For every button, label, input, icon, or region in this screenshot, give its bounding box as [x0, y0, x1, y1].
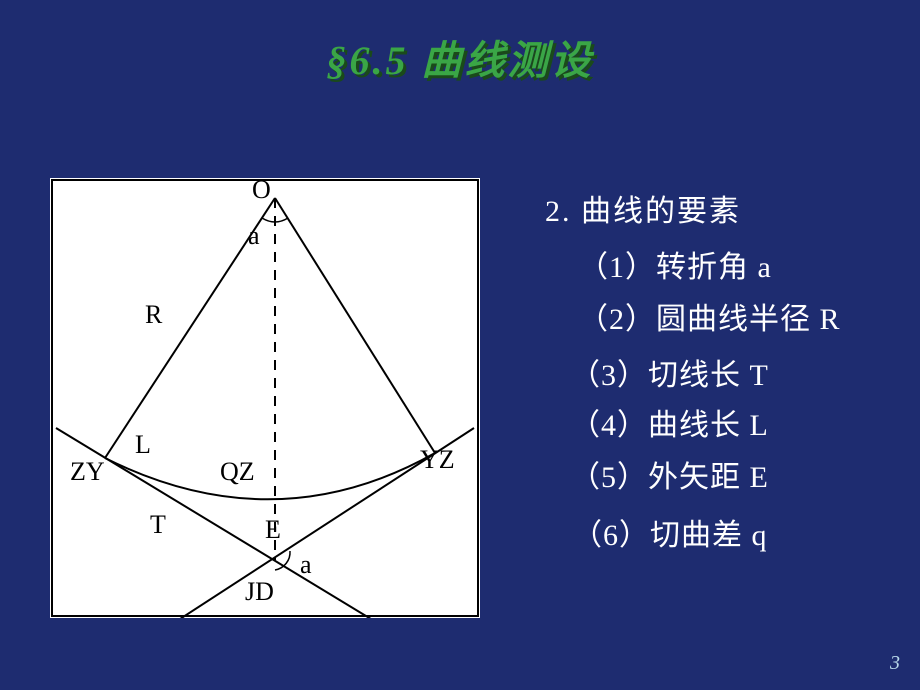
item-2: （2）圆曲线半径 R: [578, 294, 841, 338]
label-L: L: [135, 430, 151, 459]
item-1: （1）转折角 a: [578, 242, 772, 286]
diagram-svg: O a R L ZY QZ YZ T E a JD: [50, 178, 480, 618]
item-5: （5）外矢距 E: [570, 452, 769, 496]
label-E: E: [265, 515, 281, 544]
label-a-bot: a: [300, 550, 312, 579]
item-3: （3）切线长 T: [570, 350, 769, 394]
slide-title: §6.5 曲线测设: [0, 28, 920, 86]
item-6: （6）切曲差 q: [572, 510, 768, 554]
label-a-top: a: [248, 221, 260, 250]
curve-diagram: O a R L ZY QZ YZ T E a JD: [50, 178, 480, 618]
page-number: 3: [890, 652, 900, 675]
label-ZY: ZY: [70, 457, 105, 486]
label-T: T: [150, 510, 166, 539]
label-R: R: [145, 300, 163, 329]
label-O: O: [252, 178, 271, 204]
label-QZ: QZ: [220, 457, 255, 486]
list-heading: 2. 曲线的要素: [545, 186, 741, 230]
label-JD: JD: [245, 577, 274, 606]
item-4: （4）曲线长 L: [570, 400, 769, 444]
label-YZ: YZ: [420, 445, 455, 474]
